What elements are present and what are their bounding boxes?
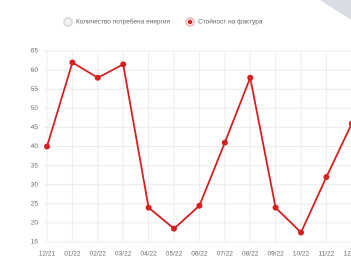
point <box>146 205 152 211</box>
point <box>120 61 126 67</box>
x-tick-label: 12/22 <box>344 251 351 258</box>
legend-marker <box>64 18 72 26</box>
y-tick-label: 45 <box>31 124 39 131</box>
x-tick-label: 03/22 <box>115 251 132 258</box>
x-tick-label: 11/22 <box>319 251 335 258</box>
legend-label[interactable]: Стойност на фактура <box>198 18 263 26</box>
point <box>95 75 101 81</box>
y-tick-label: 15 <box>31 239 39 246</box>
y-tick-label: 50 <box>31 105 39 112</box>
y-tick-label: 55 <box>31 86 39 93</box>
point <box>247 75 253 81</box>
y-tick-label: 30 <box>31 181 39 188</box>
point <box>69 59 75 65</box>
point <box>44 144 50 150</box>
y-tick-label: 65 <box>31 48 39 55</box>
page: 15 20 25 30 35 40 45 50 55 60 65 12/21 01/22 02/22 03/… <box>0 0 351 270</box>
x-tick-label: 09/22 <box>267 251 284 258</box>
x-tick-label: 02/22 <box>90 251 107 258</box>
y-tick-label: 60 <box>31 67 39 74</box>
point <box>323 174 329 180</box>
y-tick-label: 25 <box>31 201 39 208</box>
x-tick-label: 10/22 <box>293 251 310 258</box>
legend-label[interactable]: Количество потребена енергия <box>76 18 171 26</box>
point <box>171 226 177 232</box>
x-tick-label: 07/22 <box>217 251 234 258</box>
point <box>298 229 304 235</box>
y-tick-label: 35 <box>31 162 39 169</box>
x-tick-label: 05/22 <box>166 251 183 258</box>
legend-marker-dot <box>188 20 192 24</box>
x-tick-label: 06/22 <box>191 251 208 258</box>
point <box>196 203 202 209</box>
x-tick-label: 12/21 <box>39 251 56 258</box>
x-tick-label: 04/22 <box>140 251 157 258</box>
chart: 15 20 25 30 35 40 45 50 55 60 65 12/21 01/22 02/22 03/… <box>0 0 351 270</box>
point <box>273 205 279 211</box>
x-tick-label: 08/22 <box>242 251 259 258</box>
y-tick-label: 20 <box>31 220 39 227</box>
x-tick-label: 01/22 <box>64 251 81 258</box>
point <box>222 140 228 146</box>
y-tick-label: 40 <box>31 143 39 150</box>
